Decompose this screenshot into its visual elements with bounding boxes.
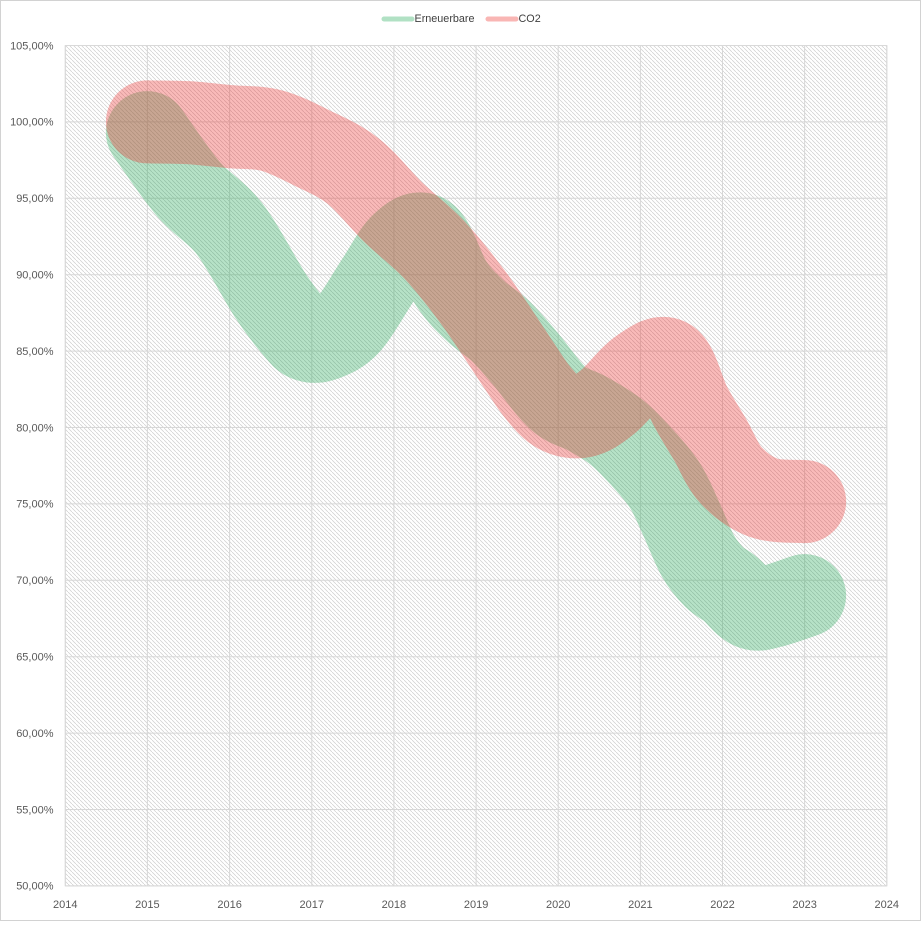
svg-text:CO2: CO2 [519, 13, 541, 25]
svg-text:2024: 2024 [875, 899, 899, 911]
svg-text:2016: 2016 [217, 899, 241, 911]
svg-text:Erneuerbare: Erneuerbare [415, 13, 475, 25]
svg-text:90,00%: 90,00% [16, 270, 54, 282]
svg-text:2019: 2019 [464, 899, 488, 911]
svg-text:2023: 2023 [792, 899, 816, 911]
svg-text:2017: 2017 [300, 899, 324, 911]
svg-text:75,00%: 75,00% [16, 499, 54, 511]
svg-text:65,00%: 65,00% [16, 652, 54, 664]
svg-text:50,00%: 50,00% [16, 881, 54, 893]
svg-text:105,00%: 105,00% [10, 40, 54, 52]
svg-text:70,00%: 70,00% [16, 575, 54, 587]
svg-text:2022: 2022 [710, 899, 734, 911]
svg-text:2020: 2020 [546, 899, 570, 911]
svg-text:95,00%: 95,00% [16, 193, 54, 205]
svg-text:55,00%: 55,00% [16, 804, 54, 816]
svg-text:85,00%: 85,00% [16, 346, 54, 358]
svg-text:2014: 2014 [53, 899, 77, 911]
svg-text:2015: 2015 [135, 899, 159, 911]
svg-text:80,00%: 80,00% [16, 422, 54, 434]
svg-text:60,00%: 60,00% [16, 728, 54, 740]
svg-text:2021: 2021 [628, 899, 652, 911]
svg-text:2018: 2018 [382, 899, 406, 911]
svg-text:100,00%: 100,00% [10, 117, 54, 129]
